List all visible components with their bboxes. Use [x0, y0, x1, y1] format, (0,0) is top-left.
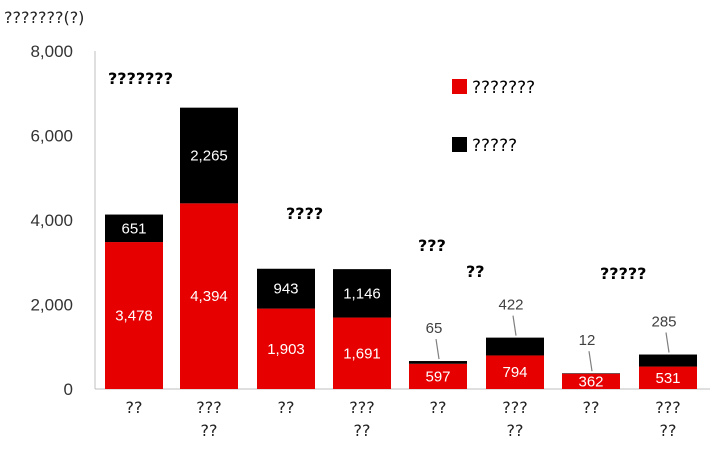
bar-non-innovative: [257, 308, 315, 389]
bar-label-innovative: 285: [651, 314, 676, 331]
bar-label-innovative: 422: [498, 297, 523, 314]
leader-line: [435, 338, 440, 360]
leader-line: [512, 315, 517, 336]
chart-title: ???????(?): [4, 8, 84, 27]
group-label-cardiometabolic-2: ??: [466, 262, 485, 281]
bar-label-non-innovative: 597: [425, 368, 450, 385]
legend-swatch-non-innovative: [452, 79, 467, 94]
bar-label-innovative: 2,265: [190, 148, 228, 165]
group-label-antibody: ?????: [600, 264, 646, 283]
legend-label-non-innovative: ???????: [472, 78, 535, 98]
y-tick-label: 6,000: [30, 127, 73, 146]
legend: ??????? ?????: [452, 78, 535, 156]
bar-innovative: [562, 373, 620, 374]
bar-innovative: [486, 337, 544, 356]
legend-swatch-innovative: [452, 137, 467, 152]
bar-label-innovative: 943: [273, 281, 298, 298]
y-tick-label: 2,000: [30, 296, 73, 315]
bar-label-innovative: 65: [426, 320, 443, 337]
bar-non-innovative: [409, 363, 467, 389]
group-label-all: ???????: [108, 69, 173, 88]
y-tick-label: 4,000: [30, 211, 73, 230]
y-axis: 0 2,000 4,000 6,000 8,000: [30, 42, 73, 399]
bar-innovative: [105, 214, 163, 243]
group-label-cardiometabolic-1: ???: [418, 236, 446, 255]
group-label-oncology: ????: [286, 204, 323, 223]
bar-innovative: [180, 107, 238, 204]
bar-label-non-innovative: 1,691: [343, 345, 381, 362]
bar-label-non-innovative: 531: [655, 370, 680, 387]
bar-label-innovative: 1,146: [343, 285, 381, 302]
bar-label-non-innovative: 362: [578, 373, 603, 390]
leader-line: [665, 332, 670, 353]
bar-innovative: [333, 269, 391, 318]
bar-innovative: [257, 268, 315, 309]
x-category-label: ??: [583, 398, 600, 417]
x-axis-categories: ????????????????????????????: [126, 398, 681, 440]
bar-label-non-innovative: 3,478: [115, 308, 153, 325]
x-category-label: ???: [502, 398, 527, 417]
bar-labels: 3,478 651 4,394 2,265 1,903 943 1,691 1,146 597 6…: [115, 148, 680, 391]
bar-non-innovative: [333, 317, 391, 389]
bar-non-innovative: [180, 203, 238, 389]
x-category-label-line2: ??: [507, 421, 524, 440]
x-category-label: ??: [278, 398, 295, 417]
bar-label-innovative: 12: [579, 332, 596, 349]
y-tick-label: 0: [64, 380, 73, 399]
y-tick-label: 8,000: [30, 42, 73, 61]
x-category-label: ??: [126, 398, 143, 417]
x-category-label: ??: [430, 398, 447, 417]
bar-non-innovative: [486, 355, 544, 389]
bar-label-innovative: 651: [121, 220, 146, 237]
leader-line: [588, 351, 593, 372]
bar-label-non-innovative: 1,903: [267, 341, 305, 358]
x-category-label: ???: [196, 398, 221, 417]
x-category-label-line2: ??: [201, 421, 218, 440]
bar-label-non-innovative: 4,394: [190, 288, 228, 305]
bar-label-non-innovative: 794: [502, 364, 527, 381]
x-category-label: ???: [349, 398, 374, 417]
bar-non-innovative: [639, 366, 697, 389]
bar-non-innovative: [562, 373, 620, 389]
x-category-label: ???: [655, 398, 680, 417]
bar-innovative: [409, 361, 467, 364]
bar-non-innovative: [105, 242, 163, 389]
x-category-label-line2: ??: [354, 421, 371, 440]
legend-label-innovative: ?????: [472, 136, 517, 156]
x-category-label-line2: ??: [660, 421, 677, 440]
bar-innovative: [639, 354, 697, 367]
bars: [105, 107, 697, 389]
